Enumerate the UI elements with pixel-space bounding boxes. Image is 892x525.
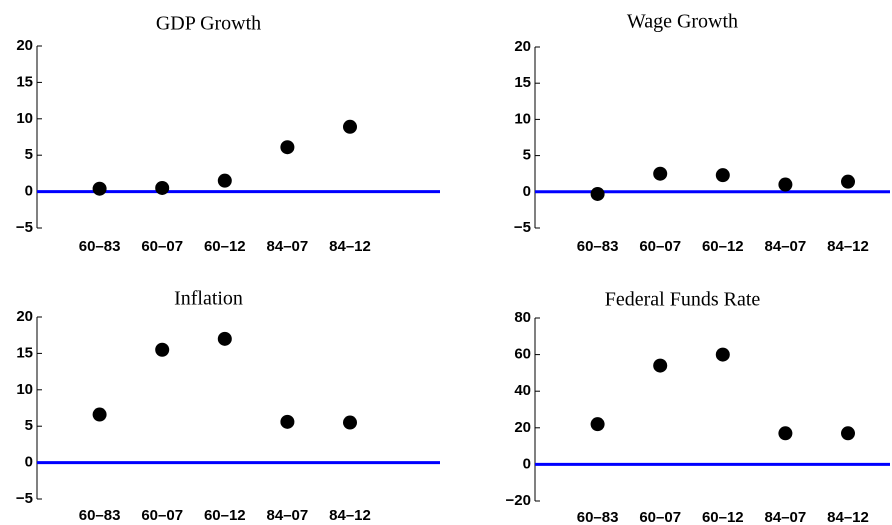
y-tick-label: −20 bbox=[506, 492, 531, 509]
data-point bbox=[280, 140, 295, 155]
y-tick-label: 5 bbox=[25, 417, 33, 434]
x-tick-label: 60–07 bbox=[639, 238, 681, 255]
chart-title: Wage Growth bbox=[627, 11, 738, 33]
x-tick-label: 60–83 bbox=[79, 507, 121, 524]
data-point bbox=[590, 417, 605, 432]
y-tick-label: 20 bbox=[514, 38, 531, 55]
data-point bbox=[155, 342, 170, 357]
y-tick-label: 20 bbox=[16, 308, 33, 325]
y-tick-label: 10 bbox=[16, 381, 33, 398]
y-tick-label: 40 bbox=[514, 382, 531, 399]
data-point bbox=[653, 166, 668, 181]
x-tick-label: 84–12 bbox=[329, 238, 371, 255]
y-tick-label: −5 bbox=[16, 490, 33, 507]
chart-title: GDP Growth bbox=[156, 13, 261, 35]
x-tick-label: 84–07 bbox=[267, 238, 309, 255]
data-point bbox=[841, 426, 855, 441]
x-tick-label: 84–12 bbox=[827, 509, 869, 525]
data-point bbox=[715, 347, 730, 362]
y-tick-label: 0 bbox=[523, 455, 531, 472]
y-tick-label: 5 bbox=[25, 146, 33, 163]
y-tick-label: 10 bbox=[514, 110, 531, 127]
y-tick-label: 20 bbox=[514, 419, 531, 436]
y-tick-label: 0 bbox=[25, 454, 33, 471]
x-tick-label: 60–83 bbox=[79, 238, 121, 255]
data-point bbox=[217, 173, 232, 188]
x-tick-label: 84–07 bbox=[267, 507, 309, 524]
y-tick-label: 5 bbox=[523, 147, 531, 164]
y-tick-label: 60 bbox=[514, 346, 531, 363]
x-tick-label: 60–07 bbox=[141, 238, 183, 255]
x-tick-label: 60–12 bbox=[702, 509, 744, 525]
chart-title: Federal Funds Rate bbox=[605, 289, 761, 311]
data-point bbox=[653, 358, 668, 373]
y-tick-label: 80 bbox=[514, 309, 531, 326]
data-point bbox=[590, 186, 605, 201]
x-tick-label: 60–07 bbox=[639, 509, 681, 525]
y-tick-label: 15 bbox=[514, 74, 531, 91]
x-tick-label: 60–07 bbox=[141, 507, 183, 524]
y-tick-label: 0 bbox=[25, 183, 33, 200]
x-tick-label: 84–12 bbox=[827, 238, 869, 255]
x-tick-label: 60–83 bbox=[577, 509, 619, 525]
x-tick-label: 60–12 bbox=[702, 238, 744, 255]
x-tick-label: 60–12 bbox=[204, 507, 246, 524]
data-point bbox=[92, 181, 107, 196]
x-tick-label: 84–07 bbox=[765, 238, 807, 255]
data-point bbox=[92, 407, 107, 422]
y-tick-label: 15 bbox=[16, 344, 33, 361]
y-tick-label: 10 bbox=[16, 110, 33, 127]
data-point bbox=[841, 174, 855, 189]
x-tick-label: 84–12 bbox=[329, 507, 371, 524]
data-point bbox=[217, 331, 232, 346]
x-tick-label: 84–07 bbox=[765, 509, 807, 525]
data-point bbox=[715, 168, 730, 183]
x-tick-label: 60–83 bbox=[577, 238, 619, 255]
y-tick-label: 0 bbox=[523, 183, 531, 200]
data-point bbox=[343, 415, 357, 430]
y-tick-label: −5 bbox=[16, 219, 33, 236]
data-point bbox=[778, 177, 793, 192]
y-tick-label: 15 bbox=[16, 73, 33, 90]
data-point bbox=[343, 119, 357, 134]
data-point bbox=[155, 180, 170, 195]
chart-title: Inflation bbox=[174, 288, 243, 310]
y-tick-label: 20 bbox=[16, 37, 33, 54]
x-tick-label: 60–12 bbox=[204, 238, 246, 255]
y-tick-label: −5 bbox=[514, 219, 531, 236]
data-point bbox=[778, 426, 793, 441]
data-point bbox=[280, 414, 295, 429]
